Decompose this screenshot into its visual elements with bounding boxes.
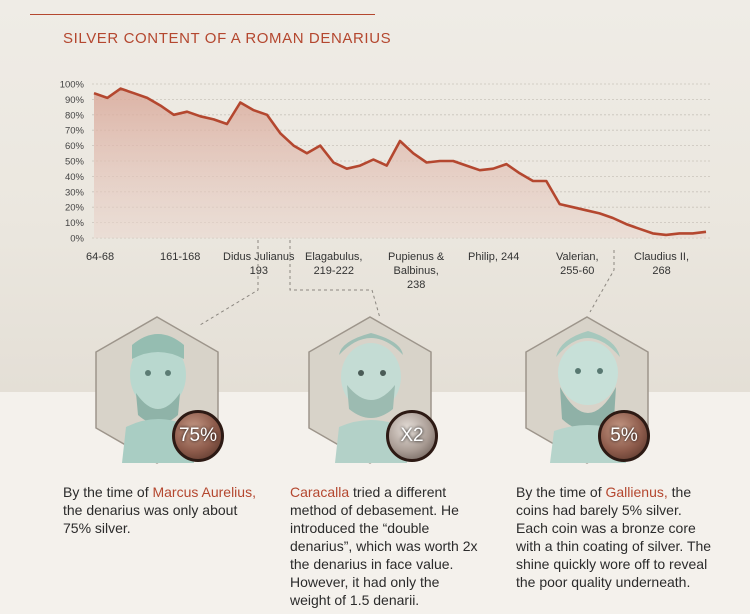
x-label: Philip, 244 bbox=[468, 251, 520, 263]
badge-75-percent: 75% bbox=[172, 410, 224, 462]
caracalla-text: Caracalla tried a different method of de… bbox=[290, 484, 478, 608]
x-label: 161-168 bbox=[160, 251, 201, 263]
badge-x2: X2 bbox=[386, 410, 438, 462]
x-label: Valerian, 255-60 bbox=[556, 251, 599, 277]
y-tick-label: 90% bbox=[65, 95, 85, 106]
chart-title: SILVER CONTENT OF A ROMAN DENARIUS bbox=[63, 30, 392, 47]
silver-line bbox=[93, 87, 707, 237]
x-label: Claudius II, 268 bbox=[634, 251, 690, 277]
y-tick-label: 100% bbox=[60, 80, 85, 91]
marcus-aurelius-text: By the time of Marcus Aurelius, the dena… bbox=[63, 484, 256, 536]
y-tick-label: 60% bbox=[65, 141, 85, 152]
gallienus-text: By the time of Gallienus, the coins had … bbox=[516, 484, 712, 590]
x-label: Didus Julianus 193 bbox=[223, 251, 295, 277]
badge-5-percent: 5% bbox=[598, 410, 650, 462]
y-tick-label: 80% bbox=[65, 110, 85, 121]
y-tick-label: 30% bbox=[65, 187, 85, 198]
connector-lines bbox=[199, 240, 615, 326]
y-tick-label: 10% bbox=[65, 218, 85, 229]
y-tick-label: 70% bbox=[65, 126, 85, 137]
x-label: Pupienus & Balbinus, 238 bbox=[388, 251, 445, 291]
y-tick-label: 20% bbox=[65, 203, 85, 214]
top-rule bbox=[30, 14, 375, 15]
x-label: 64-68 bbox=[86, 251, 115, 263]
silver-chart: 0% 10% 20% 30% 40% 50% 60% 70% 80% 90% 100% bbox=[60, 80, 712, 245]
y-tick-label: 50% bbox=[65, 157, 85, 168]
silver-area bbox=[94, 88, 706, 238]
y-tick-label: 0% bbox=[70, 234, 84, 245]
x-label: Elagabulus, 219-222 bbox=[305, 251, 363, 277]
y-tick-label: 40% bbox=[65, 172, 85, 183]
